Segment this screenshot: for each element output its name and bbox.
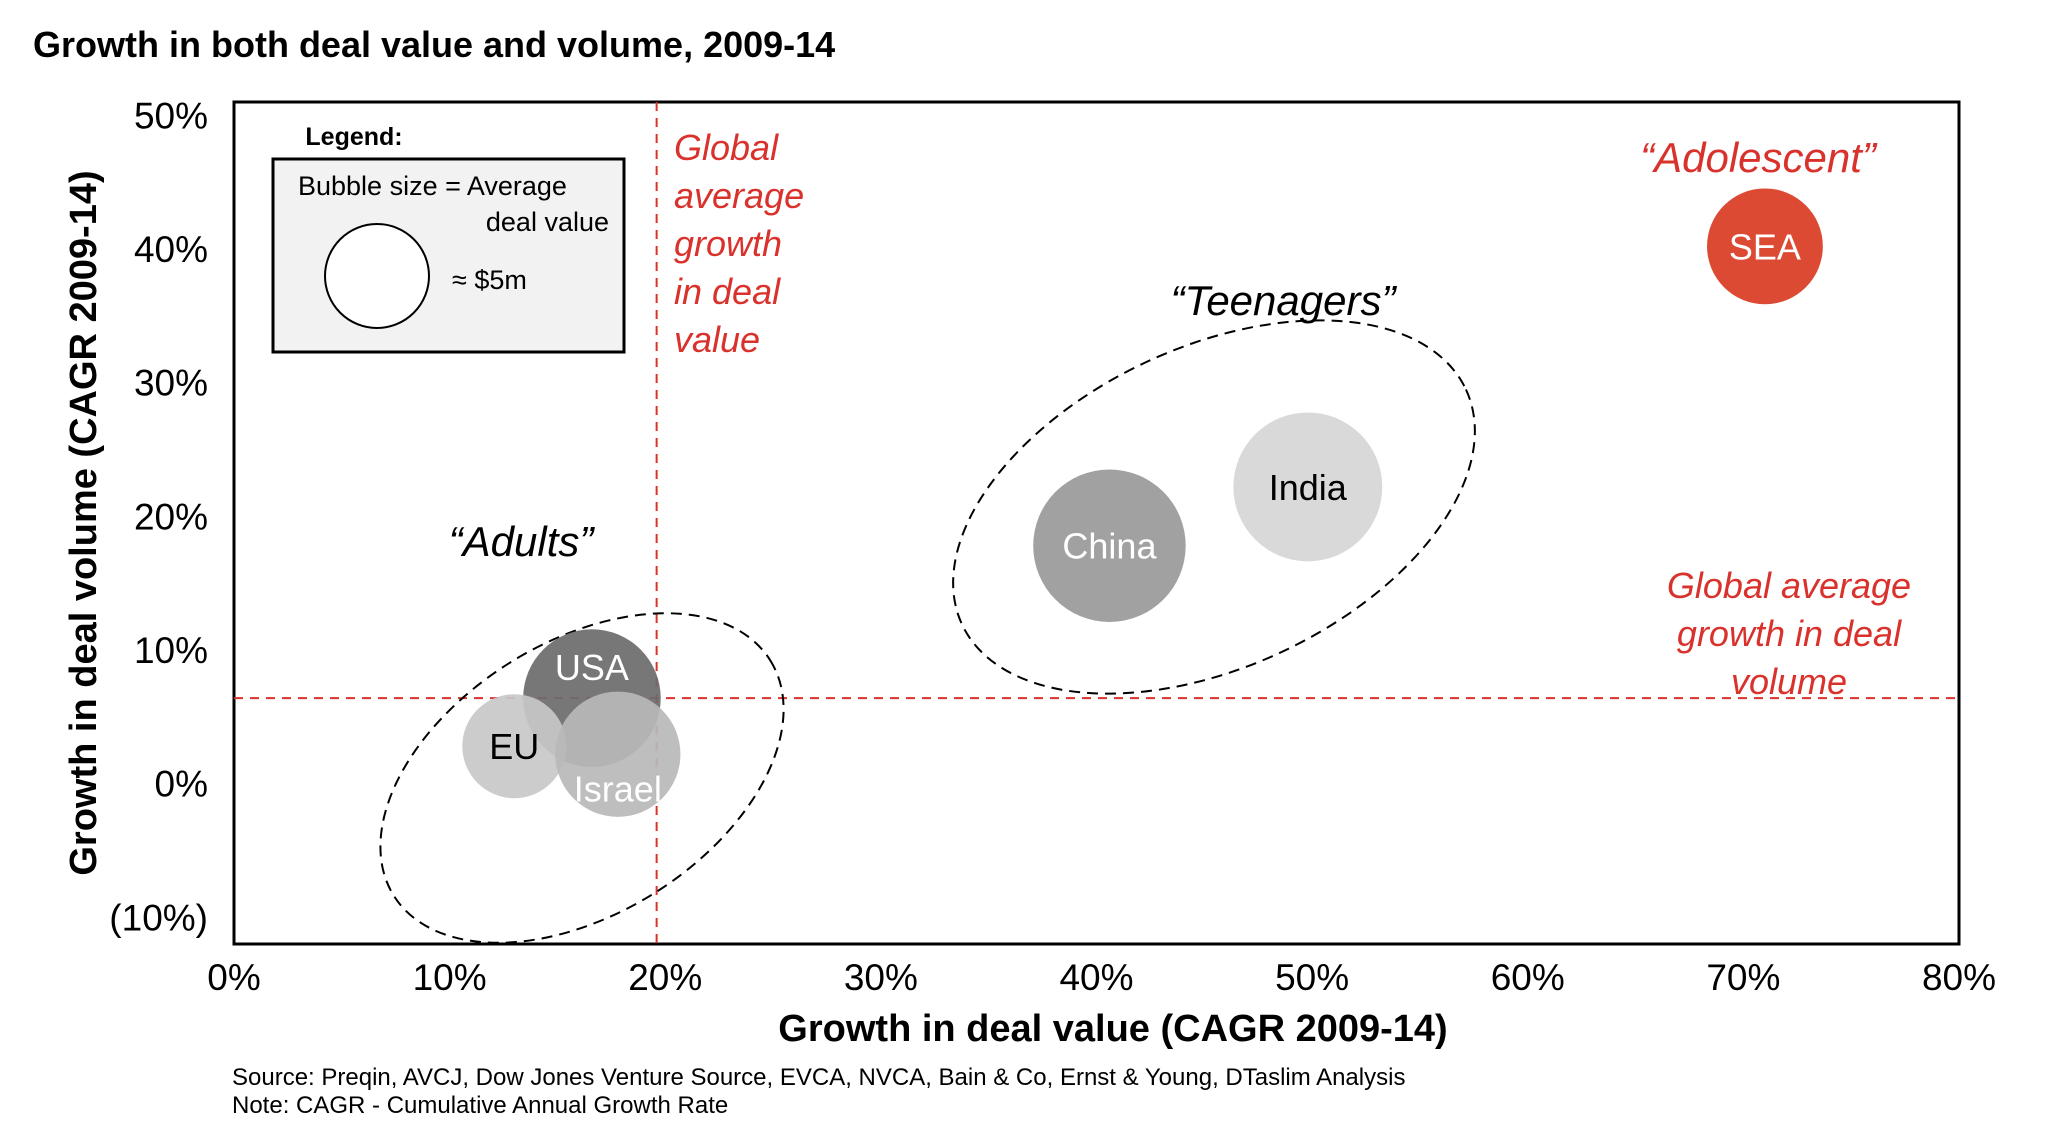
group-label-teenagers: “Teenagers”	[1171, 277, 1398, 324]
x-tick-label: 40%	[1059, 957, 1133, 998]
legend-example-value: ≈ $5m	[452, 265, 527, 295]
x-tick-label: 80%	[1922, 957, 1996, 998]
definition-note: Note: CAGR - Cumulative Annual Growth Ra…	[232, 1092, 728, 1119]
y-tick-label: 20%	[134, 496, 208, 537]
x-axis-ticks: 0% 10% 20% 30% 40% 50% 60% 70% 80%	[207, 957, 1996, 998]
bubble-israel	[555, 691, 681, 817]
bubble-label-eu: EU	[489, 726, 539, 767]
x-tick-label: 50%	[1275, 957, 1349, 998]
x-tick-label: 70%	[1706, 957, 1780, 998]
bubble-china	[1033, 469, 1186, 622]
x-tick-label: 0%	[207, 957, 260, 998]
y-tick-label: 50%	[134, 95, 208, 136]
bubble-eu	[462, 694, 567, 799]
y-tick-label: 0%	[155, 764, 208, 805]
group-label-adults: “Adults”	[449, 518, 596, 565]
legend-bubble-example	[324, 223, 430, 329]
y-tick-label: 30%	[134, 363, 208, 404]
legend-title: Legend:	[305, 123, 402, 151]
group-label-adolescent: “Adolescent”	[1640, 134, 1878, 181]
bubble-label-sea: SEA	[1729, 226, 1801, 267]
global-value-growth-label: Global average growth in deal value	[674, 127, 804, 360]
source-note: Source: Preqin, AVCJ, Dow Jones Venture …	[232, 1064, 1405, 1091]
x-axis-title: Growth in deal value (CAGR 2009-14)	[778, 1008, 1447, 1050]
global-value-label-line: growth	[674, 223, 782, 264]
global-volume-label-line: Global average	[1667, 565, 1911, 606]
bubble-sea	[1707, 188, 1823, 305]
legend: Legend: Bubble size = Average deal value…	[271, 123, 626, 354]
y-tick-label: 40%	[134, 229, 208, 270]
bubble-india	[1233, 412, 1383, 562]
global-volume-growth-label: Global average growth in deal volume	[1667, 565, 1911, 702]
global-volume-label-line: volume	[1731, 661, 1847, 702]
global-value-label-line: Global	[674, 127, 779, 168]
bubble-label-china: China	[1062, 526, 1157, 567]
global-volume-label-line: growth in deal	[1677, 613, 1902, 654]
bubbles	[462, 188, 1823, 817]
y-tick-label: (10%)	[109, 897, 208, 938]
global-value-label-line: average	[674, 175, 804, 216]
global-value-label-line: in deal	[674, 271, 781, 312]
y-axis-ticks: 50% 40% 30% 20% 10% 0% (10%)	[109, 95, 208, 938]
bubble-labels: USA EU Israel China India SEA	[489, 226, 1801, 809]
teenagers-group-ellipse	[952, 319, 1476, 695]
x-tick-label: 30%	[844, 957, 918, 998]
bubble-label-israel: Israel	[574, 769, 662, 810]
reference-lines	[234, 102, 1959, 944]
bubble-label-usa: USA	[555, 647, 629, 688]
x-tick-label: 20%	[628, 957, 702, 998]
y-axis-title: Growth in deal volume (CAGR 2009-14)	[63, 170, 105, 875]
global-value-label-line: value	[674, 319, 760, 360]
x-tick-label: 60%	[1491, 957, 1565, 998]
legend-line-2: deal value	[486, 207, 609, 237]
bubble-label-india: India	[1269, 467, 1348, 508]
adults-group-ellipse	[379, 612, 785, 944]
legend-line-1: Bubble size = Average	[298, 171, 567, 201]
x-tick-label: 10%	[413, 957, 487, 998]
chart-title: Growth in both deal value and volume, 20…	[33, 24, 835, 65]
y-tick-label: 10%	[134, 630, 208, 671]
plot-frame	[232, 100, 1961, 946]
